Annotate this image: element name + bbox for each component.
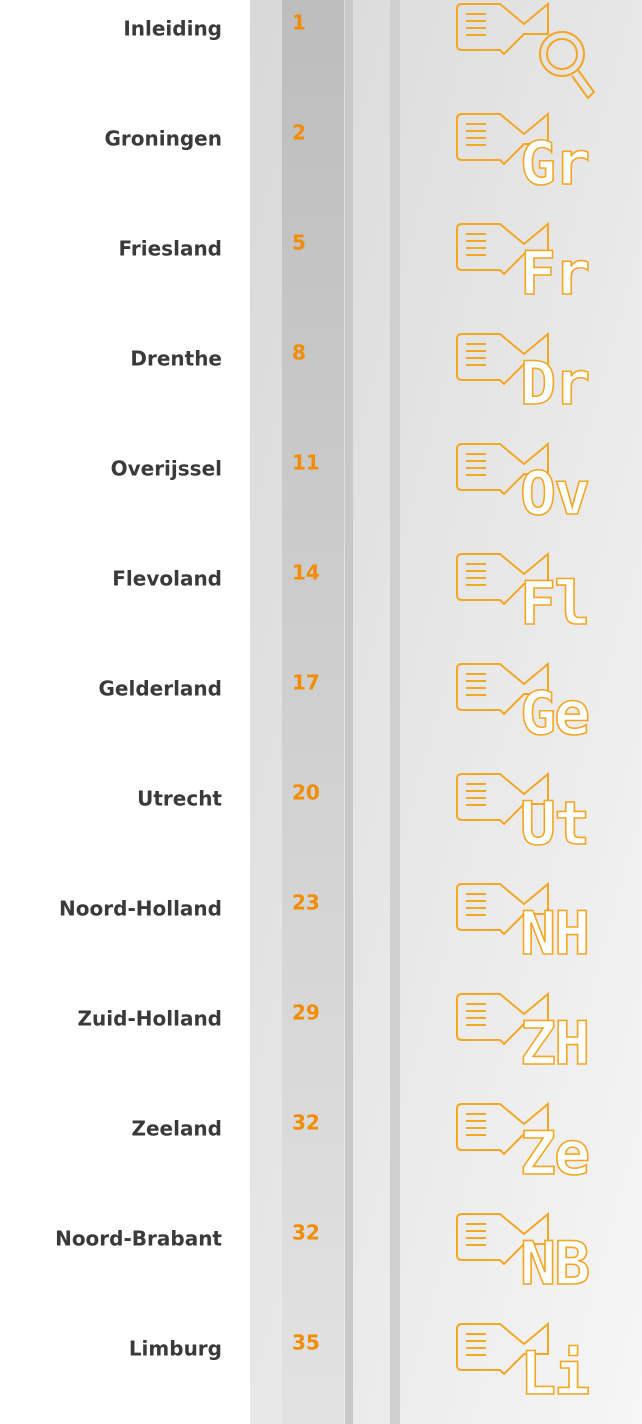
entry-page: 23 — [292, 891, 320, 915]
entry-page: 32 — [292, 1221, 320, 1245]
icon-letters: Li — [520, 1339, 589, 1409]
icon-letters: ZH — [520, 1009, 588, 1079]
icon-letters: NH — [520, 899, 588, 969]
entry-icon: Gr — [456, 111, 591, 200]
stripe — [390, 0, 400, 1424]
icon-letters: Fl — [520, 569, 588, 639]
entry-name: Flevoland — [112, 567, 222, 591]
magnifier — [539, 31, 585, 77]
doc-outline — [456, 331, 549, 386]
entry-name: Friesland — [119, 237, 222, 261]
toc-entry: Limburg 35 Li — [129, 1321, 592, 1410]
doc-outline — [456, 1101, 549, 1156]
toc-entry: Zeeland 32 Ze — [131, 1101, 591, 1190]
entry-page: 20 — [292, 781, 320, 805]
icon-letters: Ze — [520, 1119, 588, 1189]
entry-icon: Fr — [456, 221, 591, 310]
icon-letters: Ge — [520, 679, 588, 749]
entry-page: 11 — [292, 451, 320, 475]
icon-letters: NB — [520, 1229, 588, 1299]
doc-outline — [456, 441, 549, 496]
entry-icon — [456, 1, 596, 100]
entry-icon: Ze — [456, 1101, 591, 1190]
icon-letters: Ut — [520, 789, 588, 859]
entry-name: Zuid-Holland — [78, 1007, 222, 1031]
entry-name: Groningen — [105, 127, 222, 151]
magnifier-handle — [571, 69, 596, 100]
doc-outline — [456, 881, 549, 936]
icon-letters: Fr — [520, 239, 588, 309]
entry-page: 35 — [292, 1331, 320, 1355]
entry-icon: Fl — [456, 551, 591, 640]
doc-outline — [456, 551, 549, 606]
doc-outline — [456, 771, 549, 826]
entry-icon: Dr — [456, 331, 591, 420]
entry-name: Utrecht — [137, 787, 222, 811]
entry-page: 5 — [292, 231, 306, 255]
entry-name: Drenthe — [130, 347, 222, 371]
doc-outline — [456, 221, 549, 276]
toc-entry: Gelderland 17 Ge — [99, 661, 591, 750]
doc-outline — [456, 661, 549, 716]
magnifier-inner — [546, 38, 578, 70]
toc-entry: Drenthe 8 Dr — [130, 331, 591, 420]
entry-page: 14 — [292, 561, 320, 585]
entry-page: 29 — [292, 1001, 320, 1025]
entry-icon: ZH — [456, 991, 591, 1080]
toc-entry: Groningen 2 Gr — [105, 111, 591, 200]
toc-entry: Utrecht 20 Ut — [137, 771, 591, 860]
entry-name: Limburg — [129, 1337, 222, 1361]
entry-page: 1 — [292, 11, 306, 35]
entry-icon: NB — [456, 1211, 591, 1300]
entry-page: 17 — [292, 671, 320, 695]
icon-letters: Ov — [520, 459, 588, 529]
entry-name: Overijssel — [111, 457, 222, 481]
entry-page: 8 — [292, 341, 306, 365]
entry-name: Noord-Holland — [59, 897, 222, 921]
doc-outline — [456, 1321, 549, 1376]
toc-entry: Flevoland 14 Fl — [112, 551, 591, 640]
entry-name: Inleiding — [123, 17, 222, 41]
entry-icon: Ut — [456, 771, 591, 860]
doc-outline — [456, 1, 549, 56]
doc-outline — [456, 111, 549, 166]
icon-letters: Dr — [520, 349, 588, 419]
doc-outline — [456, 1211, 549, 1266]
entry-icon: NH — [456, 881, 591, 970]
toc-entry: Noord-Holland 23 NH — [59, 881, 591, 970]
toc-entry: Friesland 5 Fr — [119, 221, 591, 310]
entry-page: 32 — [292, 1111, 320, 1135]
entry-name: Zeeland — [131, 1117, 222, 1141]
stripe — [345, 0, 353, 1424]
entry-icon: Ov — [456, 441, 591, 530]
entries: Inleiding 1 Groningen 2 Gr Friesland 5 Fr Drenth… — [55, 1, 596, 1410]
entry-icon: Ge — [456, 661, 591, 750]
toc-entry: Noord-Brabant 32 NB — [55, 1211, 591, 1300]
toc-entry: Overijssel 11 Ov — [111, 441, 591, 530]
toc-entry: Zuid-Holland 29 ZH — [78, 991, 591, 1080]
entry-name: Noord-Brabant — [55, 1227, 222, 1251]
page-column — [282, 0, 344, 1424]
entry-icon: Li — [456, 1321, 592, 1410]
icon-letters: Gr — [520, 129, 588, 199]
entry-name: Gelderland — [99, 677, 223, 701]
toc-entry: Inleiding 1 — [123, 1, 596, 100]
entry-page: 2 — [292, 121, 306, 145]
doc-outline — [456, 991, 549, 1046]
